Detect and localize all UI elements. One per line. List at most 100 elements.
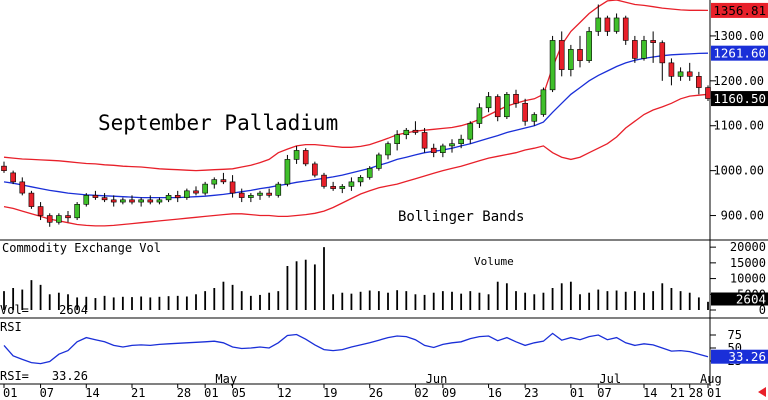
candle-body xyxy=(110,199,117,203)
date-tick-label: 14 xyxy=(85,386,99,400)
candle-body xyxy=(504,94,510,118)
last-price-badge: 1160.50 xyxy=(713,91,766,106)
candle-body xyxy=(668,62,675,77)
volume-panel-title: Commodity Exchange Vol xyxy=(2,241,161,255)
candle-body xyxy=(394,134,400,144)
candle-body xyxy=(568,49,574,70)
candle-body xyxy=(430,147,437,153)
candle-body xyxy=(92,195,99,198)
candle-body xyxy=(613,17,620,32)
candle-body xyxy=(421,132,428,149)
middle-band-badge: 1261.60 xyxy=(713,46,766,61)
candle-body xyxy=(120,199,126,203)
date-tick-label: 07 xyxy=(40,386,54,400)
value-badges: 1356.81 1261.60 1160.50 2604 33.26 xyxy=(711,2,768,397)
candle-body xyxy=(705,87,711,99)
candle-body xyxy=(56,215,62,223)
candle-body xyxy=(604,17,611,32)
candle-body xyxy=(376,154,382,169)
candle-body xyxy=(412,129,419,133)
candle-body xyxy=(659,42,666,64)
price-panel: 1300.00 1200.00 1100.00 1000.00 900.00 Septem… xyxy=(0,0,768,386)
candle-body xyxy=(650,40,656,43)
candle-body xyxy=(312,163,318,176)
candle-body xyxy=(686,71,693,77)
candle-body xyxy=(485,96,492,109)
date-tick-label: 21 xyxy=(131,386,145,400)
candle-body xyxy=(494,96,501,118)
date-tick-label: 02 xyxy=(414,386,428,400)
date-tick-label: 28 xyxy=(177,386,191,400)
price-tick-label: 1100.00 xyxy=(713,119,764,133)
candle-body xyxy=(513,94,519,104)
volume-badge-bg xyxy=(711,292,768,306)
rsi-line xyxy=(3,332,709,365)
candle-body xyxy=(577,49,583,61)
middle-band-badge-bg xyxy=(711,45,768,61)
volume-series-label: Volume xyxy=(474,255,514,268)
candle-body xyxy=(138,199,144,203)
month-label: Jul xyxy=(599,372,621,386)
candle-body xyxy=(330,186,336,189)
date-tick-label: 21 xyxy=(670,386,684,400)
candle-body xyxy=(46,215,53,223)
candle-body xyxy=(238,192,245,198)
candle-body xyxy=(65,215,71,219)
date-tick-label: 09 xyxy=(442,386,456,400)
candle-body xyxy=(266,192,272,196)
bollinger-annotation: Bollinger Bands xyxy=(398,209,524,225)
volume-tick-label: 15000 xyxy=(730,256,766,270)
candle-body xyxy=(165,195,172,201)
date-tick-label: 26 xyxy=(369,386,383,400)
rsi-badge-bg xyxy=(711,349,768,364)
date-tick-label: 01 xyxy=(3,386,17,400)
bollinger-middle-line xyxy=(3,52,709,199)
rsi-tick-label: 75 xyxy=(728,328,742,342)
candle-body xyxy=(37,206,44,216)
upper-band-badge-bg xyxy=(711,2,768,18)
candle-body xyxy=(385,143,391,156)
price-tick-label: 900.00 xyxy=(721,209,764,223)
candle-body xyxy=(458,138,464,144)
candle-body xyxy=(677,71,684,77)
price-tick-label: 1300.00 xyxy=(713,29,764,43)
candle-body xyxy=(275,183,282,196)
candle-body xyxy=(101,197,108,201)
candle-body xyxy=(522,102,528,122)
volume-readout-value: 2604 xyxy=(59,303,88,317)
bollinger-upper-line xyxy=(3,0,709,172)
candle-body xyxy=(696,76,702,88)
date-tick-label: 07 xyxy=(597,386,611,400)
date-axis: 01 07 14 21 28 01 05 12 19 26 02 09 16 23 01 07 14 21 28 01… xyxy=(3,372,722,400)
month-label: May xyxy=(215,372,237,386)
candle-body xyxy=(147,199,154,203)
date-tick-label: 01 xyxy=(204,386,218,400)
candle-body xyxy=(220,179,227,183)
rsi-badge: 33.26 xyxy=(728,349,766,364)
candle-body xyxy=(449,143,455,147)
candle-body xyxy=(28,192,35,207)
date-tick-label: 01 xyxy=(570,386,584,400)
candle-body xyxy=(83,195,90,205)
candle-body xyxy=(156,199,163,203)
date-tick-label: 16 xyxy=(488,386,502,400)
date-tick-label: 01 xyxy=(707,386,721,400)
date-tick-label: 14 xyxy=(643,386,657,400)
last-price-badge-bg xyxy=(711,91,768,107)
upper-band-badge: 1356.81 xyxy=(713,3,766,18)
rsi-panel: RSI755025RSI=33.26 xyxy=(0,320,742,385)
candle-body xyxy=(10,172,16,183)
candle-body xyxy=(1,165,7,171)
candle-body xyxy=(641,40,647,59)
candle-body xyxy=(366,168,373,178)
candle-body xyxy=(129,199,135,203)
volume-tick-label: 10000 xyxy=(730,272,766,286)
volume-tick-label: 20000 xyxy=(730,240,766,254)
rsi-readout-label: RSI= xyxy=(0,369,29,383)
candle-body xyxy=(184,190,190,198)
candle-body xyxy=(248,195,254,198)
candle-body xyxy=(595,17,602,32)
candle-body xyxy=(476,107,483,124)
candle-body xyxy=(586,31,592,61)
